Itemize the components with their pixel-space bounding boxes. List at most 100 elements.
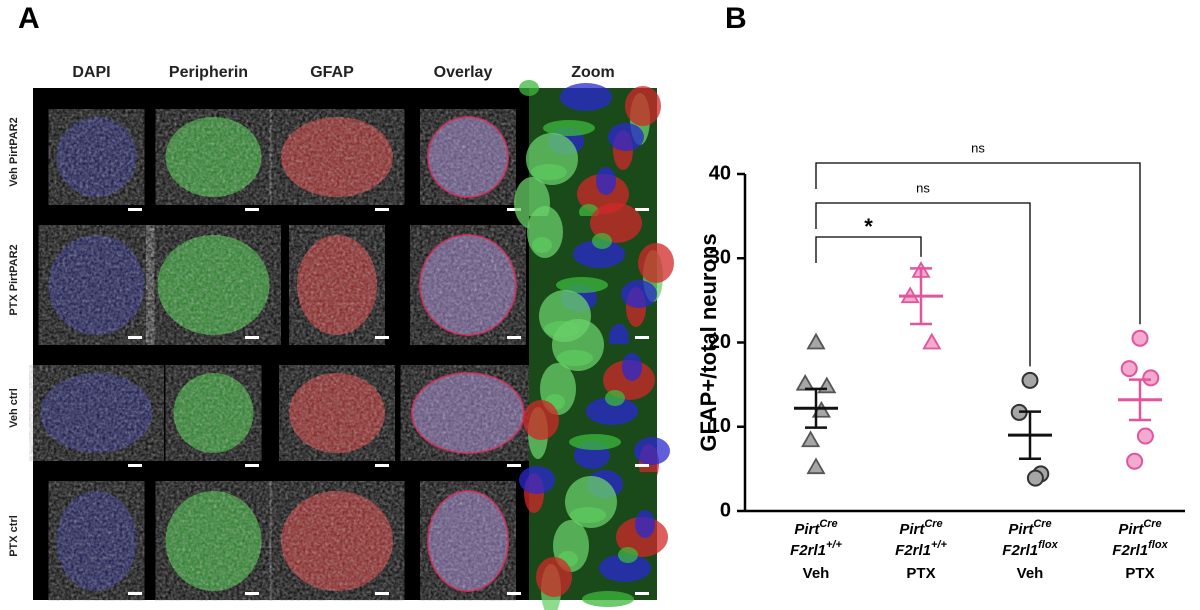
tissue-grain — [165, 491, 262, 591]
scale-bar — [635, 592, 649, 595]
y-tick-label: 20 — [709, 331, 731, 353]
category-label: PirtCre — [899, 518, 942, 538]
micrograph — [427, 116, 521, 211]
tissue-overlay — [419, 234, 517, 336]
column-header: GFAP — [310, 64, 354, 81]
micrograph — [56, 491, 142, 595]
y-tick-label: 40 — [709, 162, 731, 184]
cell — [625, 86, 661, 126]
tissue-grain — [48, 235, 145, 335]
y-tick-label: 30 — [709, 247, 731, 269]
tissue-grain — [56, 117, 137, 197]
scale-bar — [507, 592, 521, 595]
column-header: Overlay — [434, 64, 493, 81]
cell — [556, 277, 608, 293]
significance-bracket — [815, 162, 1141, 325]
tissue-overlay — [427, 116, 509, 198]
scale-bar — [128, 336, 142, 339]
micrograph — [281, 117, 393, 211]
data-point — [811, 400, 831, 418]
scale-bar — [507, 336, 521, 339]
significance-bracket — [815, 202, 1031, 367]
superscript: Cre — [1033, 518, 1051, 530]
tissue-grain — [157, 235, 270, 335]
category-label: F2rl1flox — [1112, 539, 1168, 559]
cell — [540, 363, 576, 415]
micrograph — [40, 373, 153, 467]
superscript: +/+ — [931, 539, 947, 551]
scale-bar — [245, 336, 259, 339]
category-label: Veh — [1017, 565, 1044, 582]
scale-bar — [635, 208, 649, 211]
superscript: Cre — [924, 518, 942, 530]
micrograph — [411, 372, 525, 467]
micrograph — [165, 117, 262, 211]
superscript: Cre — [819, 518, 837, 530]
cell — [527, 206, 563, 258]
gene: Pirt — [899, 521, 925, 538]
cell — [519, 80, 539, 96]
error-bar — [1129, 378, 1151, 422]
cell — [638, 243, 674, 283]
micrograph — [297, 235, 389, 339]
gene: F2rl1 — [1112, 542, 1148, 559]
micrograph — [165, 491, 262, 595]
category-label: PirtCre — [1118, 518, 1161, 538]
panel-label: B — [725, 2, 747, 35]
scale-bar — [375, 592, 389, 595]
tissue-grain — [428, 117, 508, 197]
micrograph — [527, 203, 674, 352]
superscript: flox — [1038, 539, 1058, 551]
tissue-grain — [40, 373, 153, 453]
micrograph — [173, 373, 259, 467]
micrograph — [289, 373, 389, 467]
cell — [560, 83, 612, 111]
micrograph — [281, 491, 393, 595]
scale-bar — [635, 336, 649, 339]
data-point — [806, 457, 826, 475]
data-point — [922, 332, 942, 350]
superscript: flox — [1148, 539, 1168, 551]
error-bar — [1019, 410, 1041, 461]
data-point — [801, 430, 821, 448]
cell — [596, 167, 616, 195]
micrograph — [427, 490, 521, 595]
category-label: PTX — [906, 565, 935, 582]
gene: Pirt — [1118, 521, 1144, 538]
micrograph — [56, 117, 142, 211]
tissue-grain — [173, 373, 254, 453]
panel-label: A — [18, 2, 40, 35]
scale-bar — [507, 464, 521, 467]
micrograph — [519, 466, 668, 610]
category-label: F2rl1+/+ — [895, 539, 947, 559]
row-label: Veh ctrl — [8, 388, 20, 428]
tissue-overlay — [411, 372, 525, 454]
gene: Pirt — [794, 521, 820, 538]
cell — [569, 434, 621, 450]
cell — [519, 466, 555, 494]
superscript: +/+ — [826, 539, 842, 551]
row-label: PTX PirtPAR2 — [8, 244, 20, 315]
gene: Pirt — [1008, 521, 1034, 538]
tissue-overlay — [427, 490, 509, 592]
scale-bar — [375, 336, 389, 339]
scale-bar — [245, 208, 259, 211]
image-tiles — [40, 80, 674, 610]
gene: F2rl1 — [790, 542, 826, 559]
cell — [543, 120, 595, 136]
data-point — [806, 332, 826, 350]
superscript: Cre — [1143, 518, 1161, 530]
scale-bar — [245, 592, 259, 595]
error-bar — [910, 267, 932, 326]
gene: F2rl1 — [1002, 542, 1038, 559]
tissue-grain — [297, 235, 377, 335]
column-header: DAPI — [72, 64, 110, 81]
micrograph — [157, 235, 270, 339]
cell — [634, 437, 670, 465]
micrograph — [419, 234, 521, 339]
data-point — [1126, 452, 1144, 470]
scale-bar — [375, 464, 389, 467]
cell — [618, 547, 638, 563]
